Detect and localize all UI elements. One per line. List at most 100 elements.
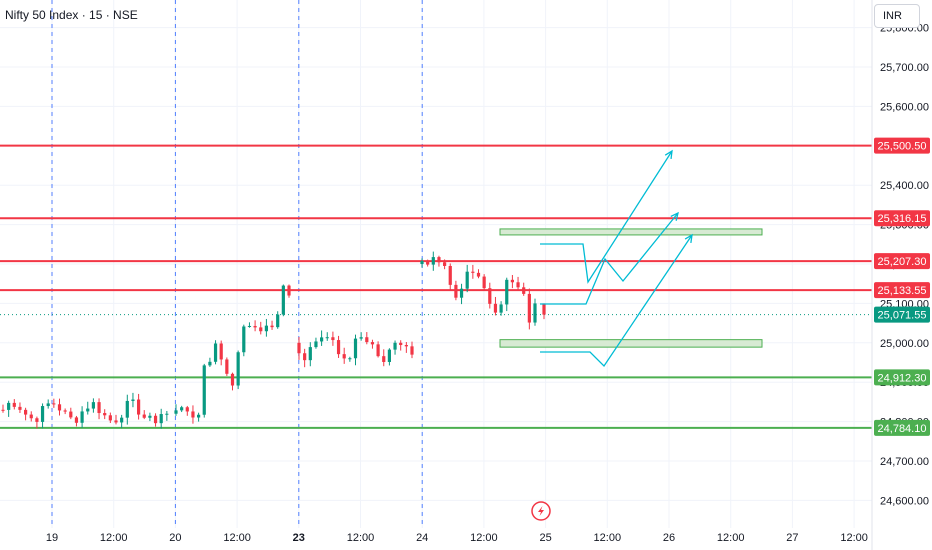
candle-body <box>370 342 375 345</box>
candle-body <box>320 337 324 342</box>
candle-body <box>303 353 307 361</box>
candle-body <box>69 411 73 418</box>
horizontal-levels <box>0 144 872 429</box>
support-level-label: 24,912.30 <box>878 372 927 384</box>
candle-body <box>219 343 223 360</box>
candle-body <box>253 325 257 328</box>
candle-body <box>225 359 229 374</box>
candle-body <box>287 285 291 296</box>
candle-body <box>114 420 118 423</box>
candle-body <box>359 337 363 339</box>
candle-body <box>542 303 546 315</box>
resistance-level-label-bg <box>874 210 930 227</box>
candle-body <box>180 407 184 411</box>
time-axis[interactable]: 19 12:00 20 12:00 23 12:00 24 12:00 25 12:00 26 12:… <box>46 532 868 544</box>
candle-body <box>276 314 280 328</box>
candle-body <box>533 303 537 323</box>
resistance-level-label-bg <box>874 137 930 154</box>
candle-body <box>57 404 62 411</box>
candle-body <box>108 415 112 421</box>
resistance-level-label: 25,316.15 <box>878 213 927 225</box>
x-tick-label: 12:00 <box>717 532 745 544</box>
candle-body <box>12 402 16 407</box>
x-tick-label: 12:00 <box>470 532 498 544</box>
candle-body <box>342 354 346 359</box>
candle-body <box>46 403 50 407</box>
candle-body <box>382 356 386 362</box>
candle-body <box>202 365 206 415</box>
candle-body <box>40 406 45 422</box>
candle-body <box>103 413 107 416</box>
candle-body <box>29 414 33 419</box>
last-price-label: 25,071.55 <box>878 310 927 322</box>
candle-body <box>125 400 129 418</box>
candle-body <box>63 410 67 412</box>
candle-body <box>493 303 498 313</box>
candle-body <box>120 417 124 423</box>
y-tick-label: 25,600.00 <box>880 101 929 113</box>
candle-body <box>471 271 475 273</box>
candle-body <box>314 341 318 348</box>
candle-body <box>476 272 481 277</box>
candle-body <box>393 342 397 350</box>
candle-body <box>376 344 380 357</box>
candle-body <box>52 403 56 405</box>
resistance-level-label: 25,500.50 <box>878 141 927 153</box>
candle-body <box>387 349 391 362</box>
x-tick-label: 12:00 <box>347 532 375 544</box>
x-tick-label: 20 <box>169 532 181 544</box>
candle-body <box>488 288 492 304</box>
y-tick-label: 24,700.00 <box>880 456 929 468</box>
candle-body <box>74 417 79 423</box>
projection-path[interactable] <box>540 212 679 305</box>
candle-body <box>264 325 268 332</box>
candle-body <box>353 338 358 359</box>
candle-body <box>331 337 335 341</box>
candle-body <box>208 361 212 366</box>
projection-arrowhead <box>664 149 673 160</box>
candle-body <box>213 343 218 362</box>
x-tick-label: 19 <box>46 532 58 544</box>
support-level-label-bg <box>874 369 930 386</box>
candle-body <box>527 293 531 323</box>
candle-body <box>325 337 329 339</box>
y-tick-label: 25,400.00 <box>880 180 929 192</box>
candle-body <box>336 340 341 355</box>
currency-button[interactable]: INR <box>874 4 920 28</box>
candle-body <box>281 285 285 315</box>
candle-body <box>482 276 486 289</box>
projection-paths <box>540 149 693 368</box>
candle-body <box>35 418 39 422</box>
candle-body <box>448 265 452 285</box>
price-zone[interactable] <box>499 228 763 236</box>
candle-body <box>426 260 430 265</box>
candle-body <box>522 287 526 294</box>
candle-body <box>236 352 240 386</box>
lightning-icon[interactable] <box>531 501 551 521</box>
candle-body <box>148 415 152 418</box>
projection-path[interactable] <box>540 150 673 284</box>
resistance-level-label: 25,133.55 <box>878 285 927 297</box>
candle-body <box>242 326 246 353</box>
candle-body <box>230 373 235 386</box>
candle-body <box>365 337 369 343</box>
candle-body <box>308 347 312 361</box>
resistance-level-label: 25,207.30 <box>878 256 927 268</box>
candle-body <box>159 414 163 424</box>
candle-body <box>505 279 509 305</box>
projection-arrowhead <box>684 233 693 244</box>
x-tick-label: 12:00 <box>100 532 128 544</box>
candle-body <box>86 408 90 412</box>
candle-body <box>259 327 263 332</box>
candle-body <box>142 414 146 418</box>
price-zone[interactable] <box>499 339 763 348</box>
candle-body <box>437 257 441 263</box>
candle-body <box>410 346 414 355</box>
level-labels: 25,500.50 25,316.15 25,207.30 25,133.55 24,9… <box>874 137 930 436</box>
candle-body <box>18 406 22 410</box>
x-tick-label: 25 <box>539 532 551 544</box>
candle-body <box>348 358 352 360</box>
candle-body <box>197 414 201 418</box>
projection-path[interactable] <box>540 234 693 368</box>
